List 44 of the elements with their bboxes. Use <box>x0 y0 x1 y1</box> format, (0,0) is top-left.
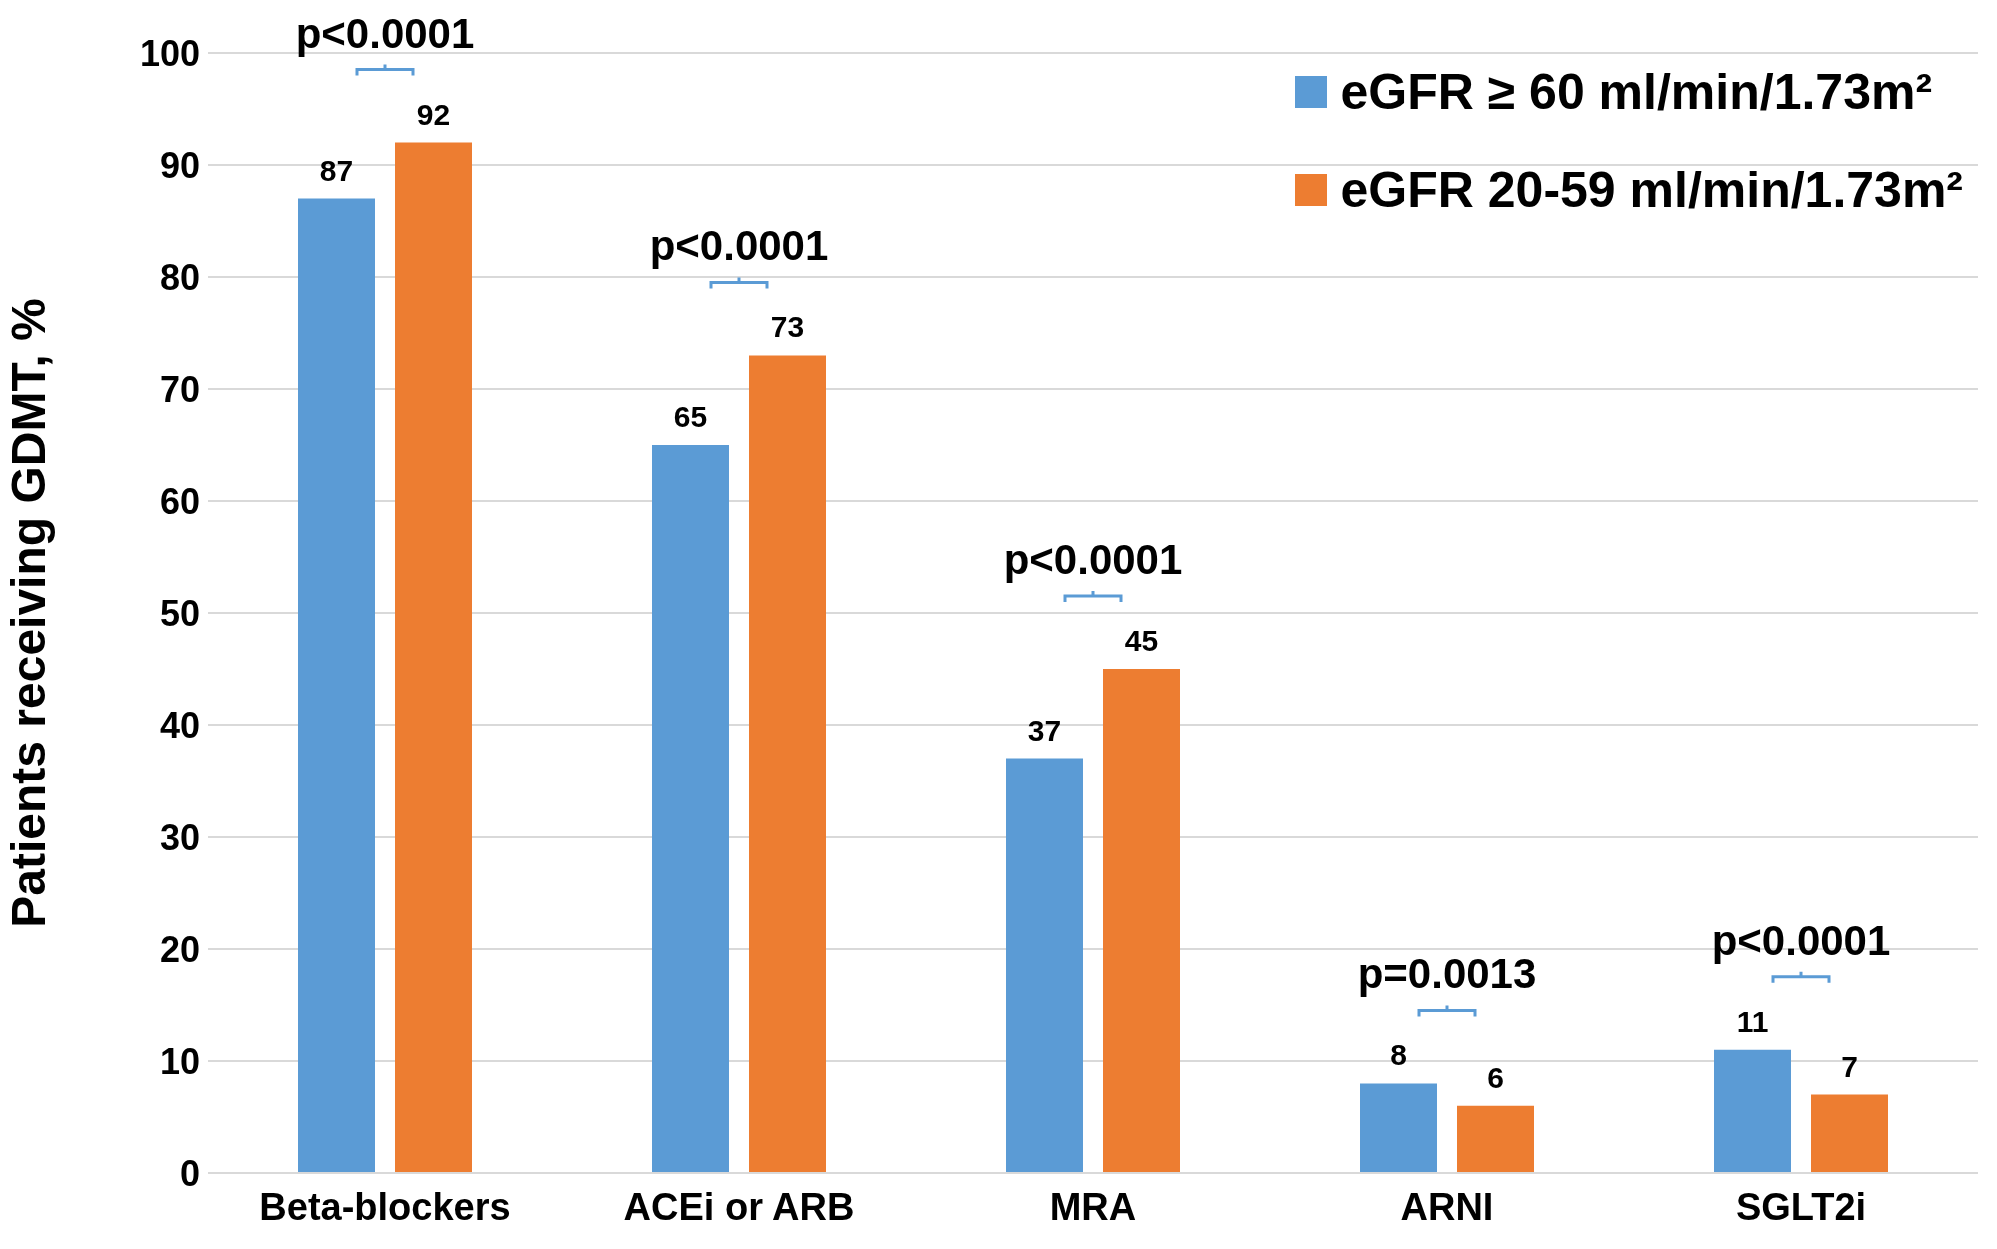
legend-label: eGFR ≥ 60 ml/min/1.73m² <box>1340 63 1933 121</box>
annotation: p<0.0001 <box>649 222 829 270</box>
y-tick-label: 80 <box>159 256 200 298</box>
annotation: p=0.0013 <box>1357 950 1537 998</box>
y-axis-title: Patients receiving GDMT, % <box>2 298 56 928</box>
x-tick-label: SGLT2i <box>1735 1185 1867 1228</box>
x-tick-label: ACEi or ARB <box>623 1185 855 1228</box>
y-tick-label: 40 <box>159 704 200 746</box>
annotation: p<0.0001 <box>1711 916 1891 964</box>
data-label: 73 <box>770 310 805 344</box>
y-tick-label: 10 <box>159 1040 200 1082</box>
x-tick-label: ARNI <box>1400 1185 1494 1228</box>
data-label: 65 <box>673 400 708 433</box>
bar <box>1714 1049 1791 1173</box>
y-tick-label: 50 <box>159 592 200 634</box>
bar <box>395 142 472 1173</box>
bar <box>298 198 375 1173</box>
y-tick-label: 100 <box>139 32 200 74</box>
bar <box>652 445 729 1173</box>
bar <box>1457 1105 1534 1173</box>
bar <box>749 355 826 1173</box>
data-label: 37 <box>1027 713 1062 747</box>
data-label: 45 <box>1124 624 1159 657</box>
data-label: 92 <box>416 97 451 131</box>
y-tick-label: 30 <box>159 816 200 858</box>
legend-label: eGFR 20-59 ml/min/1.73m² <box>1340 161 1963 219</box>
x-tick-label: MRA <box>1049 1185 1137 1228</box>
annotation: p<0.0001 <box>1003 536 1183 583</box>
data-label: 87 <box>319 153 354 187</box>
data-label: 8 <box>1390 1038 1407 1072</box>
y-tick-label: 0 <box>179 1152 200 1194</box>
y-tick-label: 90 <box>159 144 200 186</box>
y-tick-label: 60 <box>159 480 200 522</box>
data-label: 11 <box>1736 1004 1769 1038</box>
bar <box>1006 758 1083 1173</box>
data-label: 7 <box>1841 1049 1858 1083</box>
y-tick-label: 70 <box>159 368 200 410</box>
bar <box>1811 1094 1888 1173</box>
data-label: 6 <box>1487 1060 1504 1094</box>
annotation: p<0.0001 <box>295 9 475 57</box>
bar <box>1103 669 1180 1173</box>
x-tick-label: Beta-blockers <box>259 1185 511 1228</box>
y-tick-label: 20 <box>159 928 200 970</box>
bar <box>1360 1083 1437 1173</box>
